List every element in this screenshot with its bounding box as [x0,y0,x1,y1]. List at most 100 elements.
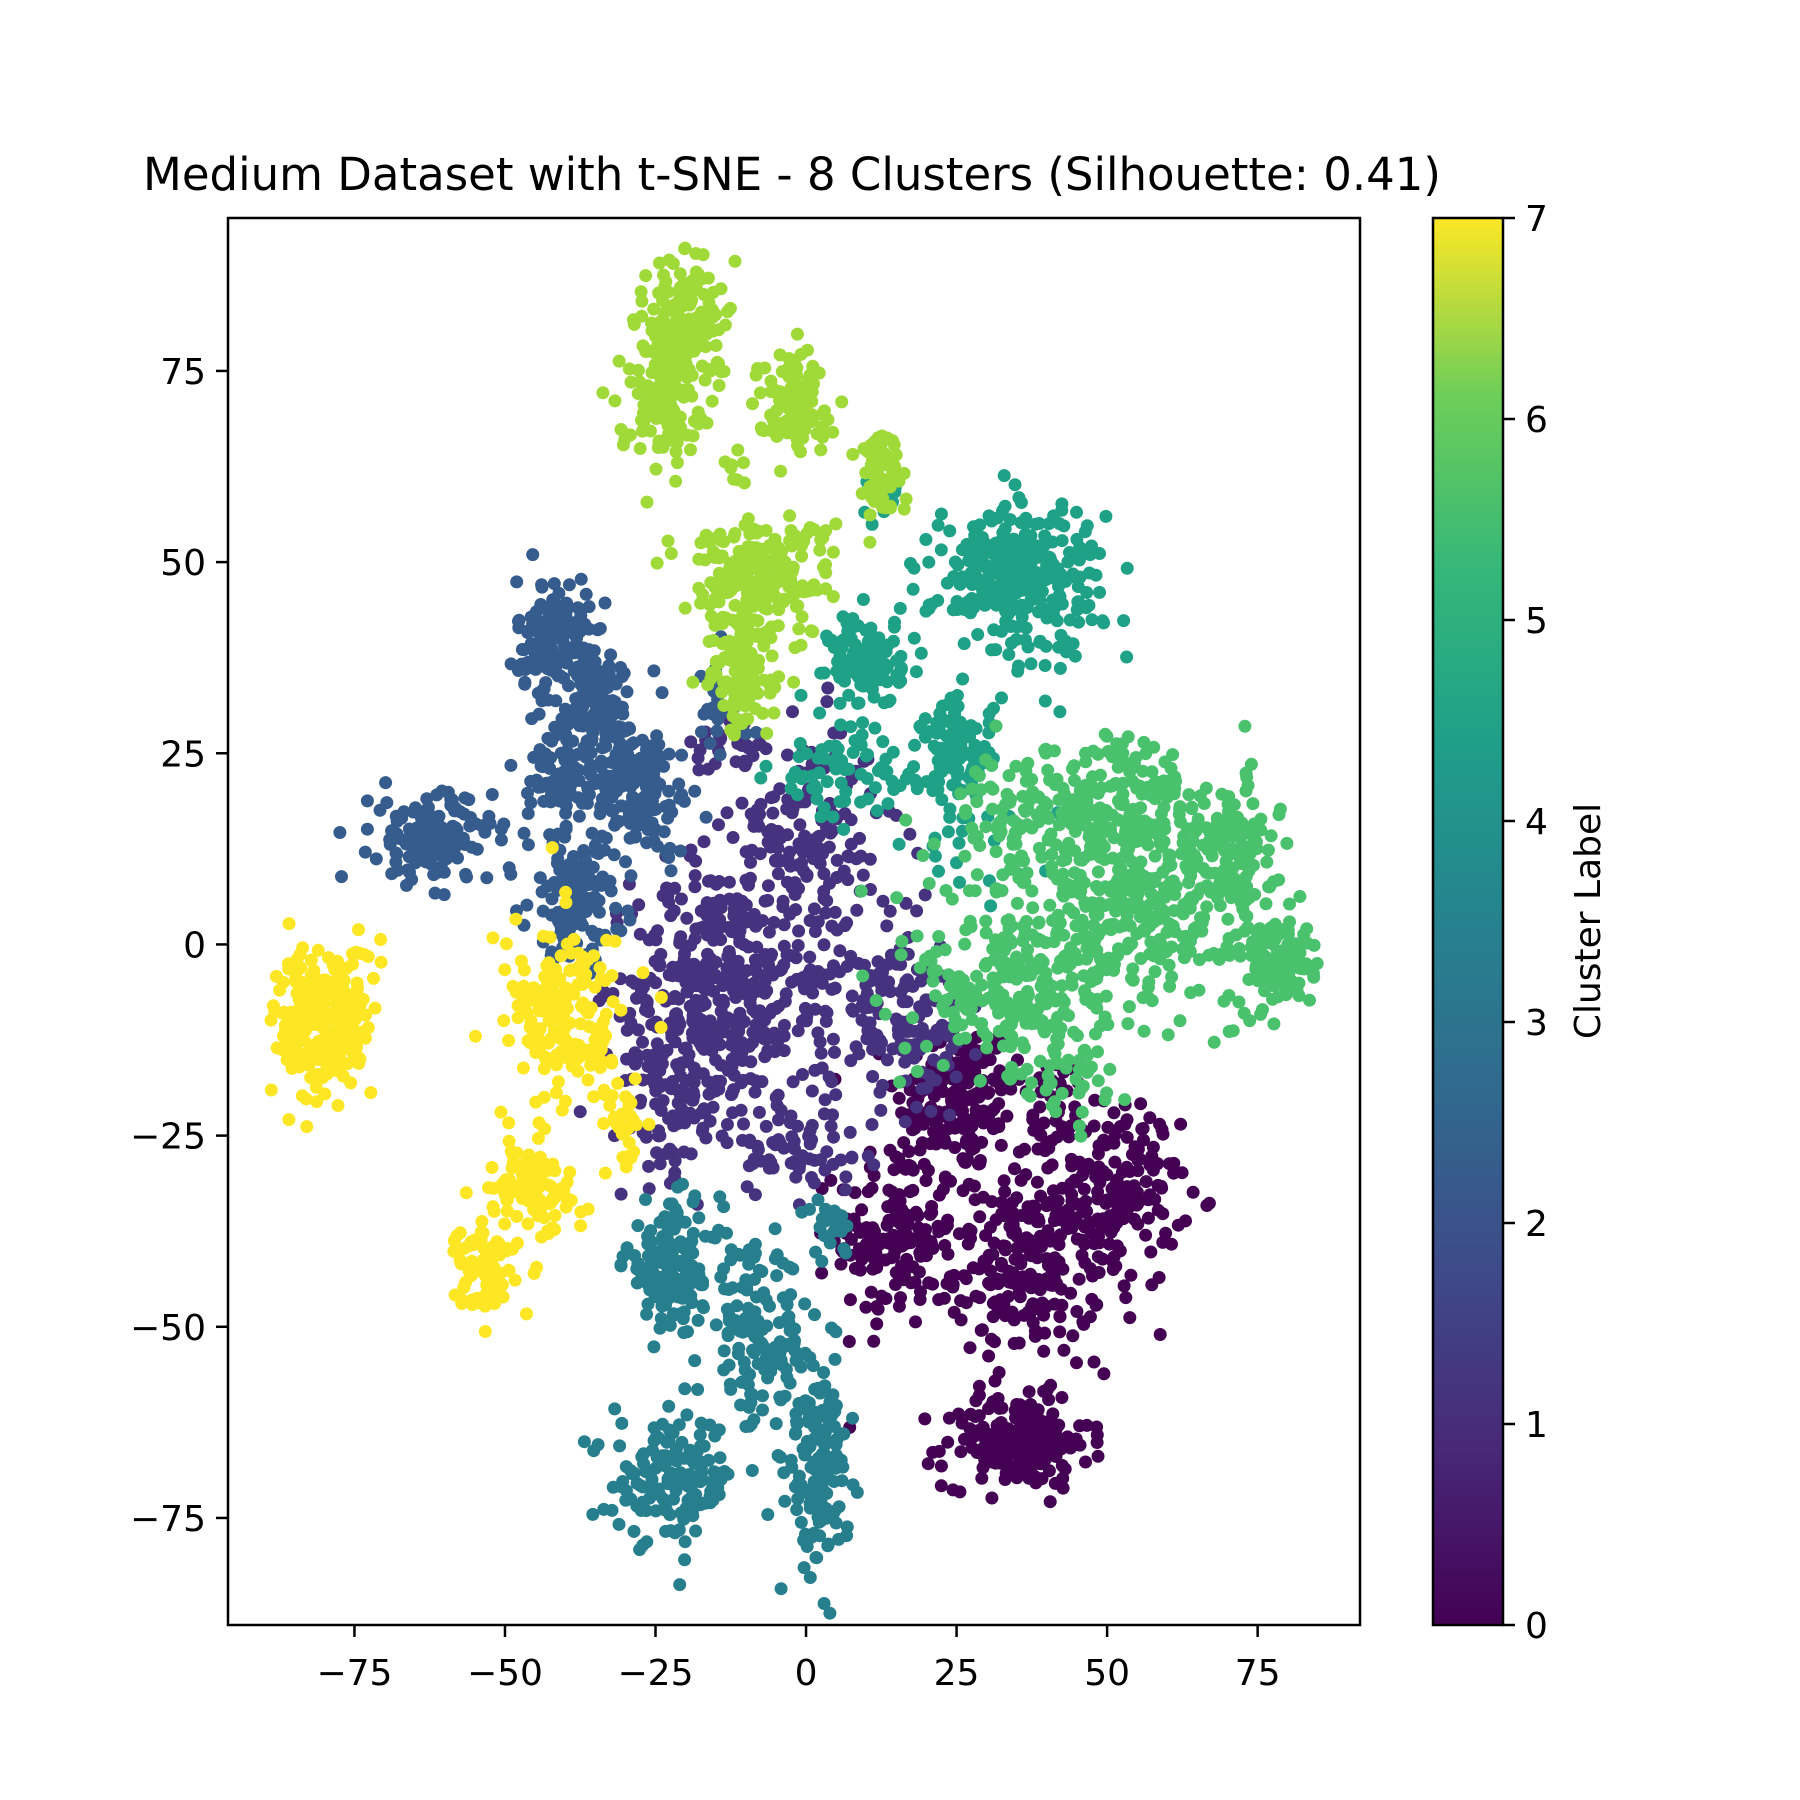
cluster-5-point [1086,770,1099,784]
cluster-1-point [715,1129,729,1143]
cluster-0-point [1065,1188,1079,1201]
cluster-0-point [1027,1300,1041,1314]
cluster-3-point [764,1361,778,1375]
cluster-5-point [899,813,913,827]
cluster-5-point [869,994,883,1007]
cluster-5-point [1303,993,1316,1007]
cluster-3-point [815,1254,829,1268]
cluster-2-point [535,694,549,708]
cluster-0-point [1139,1175,1153,1189]
cluster-4-point [1008,478,1022,492]
cluster-0-point [1010,1398,1024,1411]
cluster-0-point [1041,1258,1055,1272]
cluster-0-point [876,1232,890,1246]
cluster-2-point [599,739,613,753]
cluster-3-point [784,1453,798,1467]
cluster-3-point [616,1475,630,1488]
cluster-3-point [679,1259,692,1273]
cluster-5-point [1141,980,1155,994]
cluster-3-point [691,1383,705,1396]
cluster-1-point [839,1170,853,1184]
cluster-0-point [842,1335,856,1348]
cluster-1-point [729,955,743,969]
cluster-0-point [1014,1257,1028,1271]
cluster-5-point [1200,879,1214,893]
cluster-2-point [589,712,603,726]
cluster-3-point [798,1297,812,1311]
cluster-0-point [918,1412,932,1426]
cluster-1-point [649,1084,663,1098]
cluster-0-point [1091,1147,1105,1161]
cluster-0-point [900,1228,914,1242]
cluster-3-point [647,1421,661,1435]
cluster-5-point [1032,915,1046,929]
cluster-1-point [735,796,749,810]
cluster-0-point [1097,1367,1111,1381]
cluster-5-point [1244,940,1258,954]
cluster-4-point [986,546,1000,560]
cluster-4-point [1120,561,1134,575]
cluster-4-point [907,760,921,774]
cluster-1-point [654,1103,668,1117]
cluster-2-point [543,761,557,775]
cluster-5-point [1017,854,1031,868]
cluster-0-point [953,1485,967,1499]
cluster-3-point [620,1241,634,1255]
cluster-5-point [1306,967,1320,980]
cluster-5-point [1075,1105,1089,1119]
cluster-3-point [734,1318,747,1332]
cluster-0-point [1090,1298,1104,1312]
cluster-0-point [998,1185,1012,1199]
cluster-3-point [771,1449,785,1462]
cluster-0-point [1108,1155,1122,1169]
cluster-1-point [843,1125,857,1139]
cluster-0-point [973,1154,987,1167]
cluster-2-point [545,892,559,906]
cluster-4-point [1020,601,1034,614]
cluster-5-point [1090,1001,1104,1015]
cluster-5-point [1134,952,1148,965]
cluster-5-point [1093,809,1106,823]
cluster-4-point [808,779,821,792]
cluster-1-point [784,1156,798,1170]
cluster-0-point [1055,1391,1069,1404]
cluster-1-point [720,1118,734,1131]
cluster-1-point [900,995,914,1009]
cluster-0-point [1151,1203,1165,1217]
cluster-5-point [1232,827,1246,841]
cluster-1-point [814,1046,828,1060]
cluster-0-point [1151,1178,1165,1192]
cluster-2-point [558,766,572,780]
cluster-5-point [916,849,930,862]
cluster-0-point [1096,1164,1110,1178]
cluster-1-point [870,1028,884,1042]
cluster-4-point [894,662,908,676]
cluster-2-point [412,826,426,840]
cluster-5-point [1062,836,1076,850]
cluster-5-point [1032,955,1046,969]
cluster-4-point [879,752,893,766]
cluster-2-point [559,728,573,742]
cluster-3-point [846,1411,859,1425]
cluster-5-point [983,780,997,794]
cluster-5-point [970,868,984,882]
cluster-3-point [742,1419,756,1433]
cluster-5-point [1017,1041,1031,1055]
cluster-0-point [1145,1278,1159,1292]
cluster-4-point [842,762,856,776]
cluster-2-point [545,734,559,748]
cluster-4-point [1053,705,1067,719]
cluster-1-point [573,1105,587,1119]
cluster-0-point [1001,1467,1015,1481]
cluster-1-point [688,880,702,894]
cluster-1-point [660,1043,674,1057]
cluster-1-point [824,1119,838,1133]
cluster-1-point [826,1032,840,1046]
cluster-0-point [1029,1324,1043,1338]
cluster-5-point [1145,765,1159,779]
cluster-4-point [964,566,978,580]
cluster-0-point [985,1195,999,1209]
cluster-5-point [1018,875,1032,889]
cluster-3-point [781,1311,795,1325]
cluster-2-point [504,657,518,671]
